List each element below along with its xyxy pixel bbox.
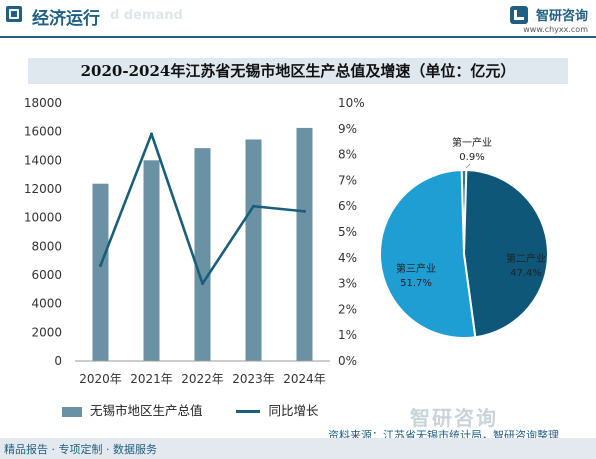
x-tick-label: 2022年 (181, 372, 224, 386)
footer: 精品报告 · 专项定制 · 数据服务 (0, 438, 596, 459)
pie-layer: 第一产业 0.9% 第二产业 47.4% 第三产业 51.7% (379, 136, 549, 339)
y-right-tick-label: 0% (338, 354, 357, 368)
pie-label-name: 第一产业 (452, 136, 492, 149)
header-divider (0, 36, 596, 38)
growth-point (201, 282, 204, 286)
y-left-tick-label: 8000 (31, 239, 62, 253)
growth-point (303, 209, 306, 213)
pie-slice (462, 169, 549, 339)
legend-label-bar: 无锡市地区生产总值 (89, 403, 203, 418)
pie-label-value: 47.4% (510, 268, 542, 279)
right-axis: 0% 1% 2% 3% 4% 5% 6% 7% 8% 9% 10% (338, 96, 365, 368)
y-left-tick-label: 4000 (31, 297, 62, 311)
pie-label-value: 0.9% (459, 152, 484, 163)
y-right-tick-label: 3% (338, 277, 357, 291)
bar (194, 148, 211, 361)
brand: 智研咨询 www.chyxx.com (509, 4, 588, 34)
bar (92, 183, 109, 361)
brand-logo-icon (509, 5, 528, 24)
section-title: 经济运行 (32, 9, 100, 29)
pie-slice (379, 169, 477, 339)
legend: 无锡市地区生产总值 同比增长 (62, 400, 348, 419)
y-right-tick-label: 10% (338, 96, 365, 110)
x-tick-label: 2021年 (130, 372, 173, 386)
footer-services: 精品报告 · 专项定制 · 数据服务 (4, 443, 157, 456)
chart-title: 2020-2024年江苏省无锡市地区生产总值及增速（单位：亿元） (28, 58, 568, 84)
brand-name: 智研咨询 (535, 9, 588, 24)
y-left-tick-label: 12000 (24, 182, 62, 196)
y-left-tick-label: 18000 (24, 96, 62, 110)
y-right-tick-label: 6% (338, 199, 357, 213)
y-left-tick-label: 16000 (24, 125, 62, 139)
pie-label-name: 第三产业 (396, 262, 436, 275)
bars-layer (92, 127, 313, 361)
bar (245, 139, 262, 361)
section-subtitle: d demand (110, 8, 183, 23)
pie-label-name: 第二产业 (506, 252, 546, 265)
x-tick-label: 2024年 (283, 372, 326, 386)
legend-item-bar: 无锡市地区生产总值 (62, 400, 203, 419)
brand-url: www.chyxx.com (523, 25, 588, 34)
y-right-tick-label: 1% (338, 328, 357, 342)
x-axis: 2020年 2021年 2022年 2023年 2024年 (75, 360, 330, 386)
growth-point (150, 132, 153, 136)
bar (143, 160, 160, 361)
y-right-tick-label: 4% (338, 251, 357, 265)
legend-swatch-line (236, 410, 261, 413)
line-layer (99, 132, 306, 286)
y-right-tick-label: 5% (338, 225, 357, 239)
y-left-tick-label: 14000 (24, 153, 62, 167)
x-tick-label: 2023年 (232, 372, 275, 386)
y-right-tick-label: 9% (338, 122, 357, 136)
watermark-logo: 智研咨询 (410, 406, 498, 430)
y-left-tick-label: 6000 (31, 268, 62, 282)
y-left-tick-label: 10000 (24, 211, 62, 225)
y-left-tick-label: 0 (54, 354, 62, 368)
legend-swatch-bar (62, 406, 82, 417)
legend-item-line: 同比增长 (236, 400, 318, 419)
growth-point (99, 264, 102, 268)
y-right-tick-label: 2% (338, 302, 357, 316)
left-axis: 0 2000 4000 6000 8000 10000 12000 14000 16000 180… (24, 96, 62, 368)
x-tick-label: 2020年 (79, 372, 122, 386)
bar (296, 127, 313, 361)
pie-label-value: 51.7% (400, 278, 432, 289)
pie-leader-line (465, 163, 471, 169)
y-right-tick-label: 8% (338, 148, 357, 162)
section-icon (6, 6, 22, 22)
legend-label-line: 同比增长 (268, 403, 319, 418)
y-left-tick-label: 2000 (31, 325, 62, 339)
y-right-tick-label: 7% (338, 173, 357, 187)
header: 经济运行 d demand 智研咨询 www.chyxx.com (0, 0, 596, 34)
growth-point (252, 204, 255, 208)
